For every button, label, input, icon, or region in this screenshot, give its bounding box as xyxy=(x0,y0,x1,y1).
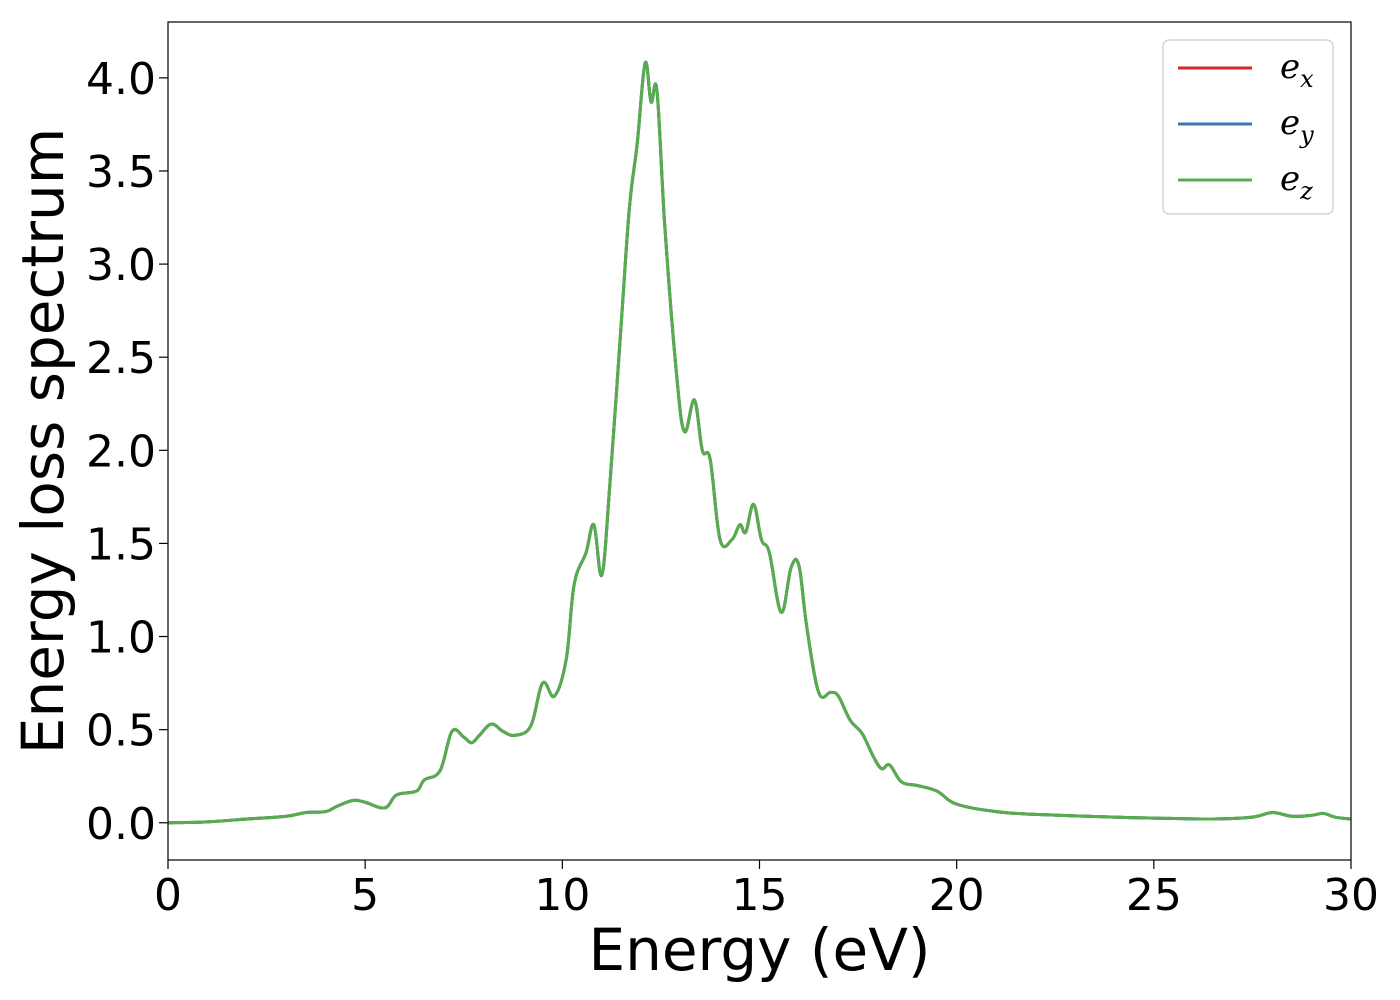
x-axis: 0 5 10 15 20 25 30 xyxy=(154,860,1379,921)
y-tick-label: 3.5 xyxy=(86,147,156,198)
x-tick-label: 30 xyxy=(1323,870,1379,921)
x-tick-label: 20 xyxy=(929,870,985,921)
series-line-ez xyxy=(167,60,1352,825)
legend-label-ey: ey xyxy=(1280,103,1314,149)
y-tick-label: 1.5 xyxy=(86,519,156,570)
y-axis-label: Energy loss spectrum xyxy=(9,128,77,754)
y-tick-label: 0.5 xyxy=(86,706,156,757)
x-tick-label: 25 xyxy=(1126,870,1182,921)
x-tick-label: 0 xyxy=(154,870,182,921)
x-axis-label: Energy (eV) xyxy=(588,916,930,984)
y-tick-label: 2.5 xyxy=(86,333,156,384)
y-tick-label: 1.0 xyxy=(86,613,156,664)
x-tick-label: 5 xyxy=(351,870,379,921)
legend-box xyxy=(1162,39,1334,215)
y-tick-label: 0.0 xyxy=(86,799,156,850)
y-tick-label: 2.0 xyxy=(86,426,156,477)
y-tick-label: 4.0 xyxy=(86,54,156,105)
y-tick-label: 3.0 xyxy=(86,240,156,291)
x-tick-label: 10 xyxy=(534,870,590,921)
x-tick-label: 15 xyxy=(732,870,788,921)
y-axis: 0.0 0.5 1.0 1.5 2.0 2.5 3.0 3.5 4.0 xyxy=(86,54,168,850)
series-layer xyxy=(167,60,1352,825)
plot-background xyxy=(168,22,1351,860)
